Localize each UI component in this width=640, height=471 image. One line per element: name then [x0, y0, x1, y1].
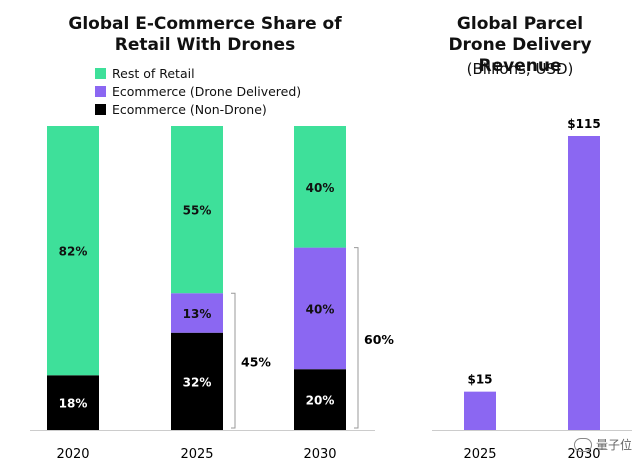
legend-swatch: [95, 85, 106, 97]
x-tick-label: 2030: [567, 447, 600, 462]
legend-swatch: [95, 67, 106, 79]
legend-item: Rest of Retail: [95, 64, 301, 82]
revenue-bar: [464, 391, 496, 430]
x-tick-label: 2025: [180, 447, 213, 462]
bracket-label: 45%: [241, 355, 271, 370]
data-label: 32%: [183, 375, 212, 389]
data-label: 40%: [306, 181, 335, 195]
data-label: 82%: [59, 245, 88, 259]
bar-segment: [294, 126, 346, 248]
left-chart-title: Global E-Commerce Share of Retail With D…: [68, 14, 342, 55]
bar-segment: [294, 247, 346, 370]
revenue-label: $15: [467, 373, 492, 387]
x-tick-label: 2025: [463, 447, 496, 462]
x-tick-label: 2020: [56, 447, 89, 462]
watermark: 量子位: [573, 436, 632, 453]
bar-segment: [47, 126, 99, 376]
legend: Rest of Retail Ecommerce (Drone Delivered…: [95, 64, 301, 118]
data-label: 20%: [306, 394, 335, 408]
legend-item: Ecommerce (Drone Delivered): [95, 82, 301, 100]
right-chart-subtitle: (Billions, USD): [466, 60, 574, 78]
watermark-text: 量子位: [595, 438, 632, 452]
data-label: 13%: [183, 307, 212, 321]
data-label: 55%: [183, 204, 212, 218]
legend-label: Ecommerce (Non-Drone): [112, 101, 267, 117]
bar-segment: [171, 126, 223, 294]
x-tick-label: 2030: [303, 447, 336, 462]
bracket: [354, 247, 359, 429]
bar-segment: [47, 375, 99, 430]
legend-label: Ecommerce (Drone Delivered): [112, 83, 302, 99]
bar-segment: [171, 332, 223, 430]
bar-segment: [294, 369, 346, 430]
wechat-icon: [573, 437, 592, 452]
bracket-label: 60%: [364, 332, 394, 347]
revenue-label: $115: [567, 117, 600, 131]
legend-label: Rest of Retail: [112, 65, 195, 81]
legend-item: Ecommerce (Non-Drone): [95, 100, 301, 118]
bracket: [231, 292, 236, 429]
right-chart-title: Global Parcel Drone Delivery Revenue: [448, 14, 592, 76]
revenue-bar: [568, 136, 600, 430]
bar-segment: [171, 293, 223, 333]
data-label: 40%: [306, 302, 335, 316]
legend-swatch: [95, 103, 106, 115]
data-label: 18%: [59, 397, 88, 411]
